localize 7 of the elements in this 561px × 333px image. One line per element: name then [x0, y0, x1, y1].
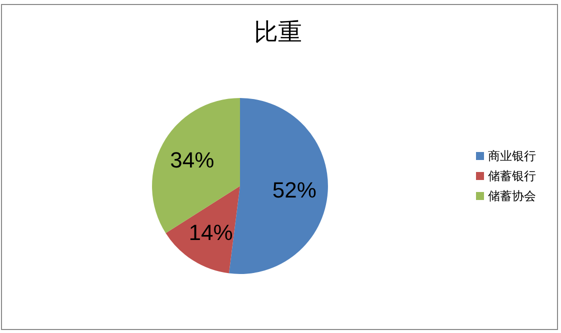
legend-label: 商业银行 — [488, 149, 536, 163]
data-label: 14% — [188, 220, 233, 246]
data-label: 52% — [272, 177, 316, 202]
data-label: 34% — [170, 148, 214, 173]
legend-label: 储蓄银行 — [488, 169, 536, 183]
chart-title: 比重 — [254, 19, 302, 46]
legend-label: 储蓄协会 — [488, 189, 536, 203]
